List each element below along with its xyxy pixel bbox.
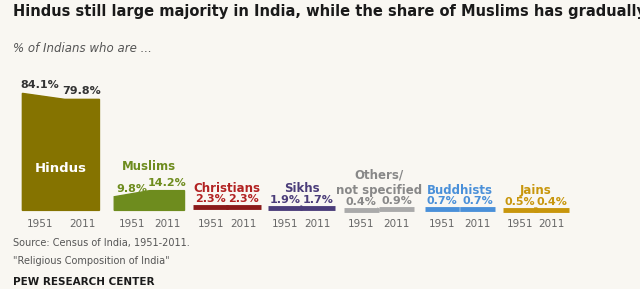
Text: 9.8%: 9.8% xyxy=(116,184,147,194)
Text: 2011: 2011 xyxy=(230,219,257,229)
Text: 2.3%: 2.3% xyxy=(228,194,259,204)
Text: Buddhists: Buddhists xyxy=(427,184,493,197)
Text: 0.4%: 0.4% xyxy=(346,197,377,207)
Text: 0.9%: 0.9% xyxy=(381,196,412,206)
Text: 1951: 1951 xyxy=(272,219,298,229)
Text: 0.4%: 0.4% xyxy=(536,197,567,207)
Text: 2.3%: 2.3% xyxy=(195,194,226,204)
Text: 1951: 1951 xyxy=(118,219,145,229)
Text: Others/
not specified: Others/ not specified xyxy=(336,168,422,197)
Text: 1951: 1951 xyxy=(197,219,224,229)
Text: 1.7%: 1.7% xyxy=(303,195,333,205)
Polygon shape xyxy=(22,93,99,210)
Text: 2011: 2011 xyxy=(154,219,180,229)
Text: 2011: 2011 xyxy=(465,219,491,229)
Polygon shape xyxy=(114,191,184,210)
Text: 2011: 2011 xyxy=(305,219,331,229)
Text: % of Indians who are ...: % of Indians who are ... xyxy=(13,42,152,55)
Text: Muslims: Muslims xyxy=(122,160,177,173)
Text: 2011: 2011 xyxy=(69,219,95,229)
Text: Hindus still large majority in India, while the share of Muslims has gradually g: Hindus still large majority in India, wh… xyxy=(13,4,640,19)
Text: 14.2%: 14.2% xyxy=(148,177,186,188)
Text: 0.7%: 0.7% xyxy=(462,196,493,206)
Text: 79.8%: 79.8% xyxy=(63,86,102,96)
Text: 1.9%: 1.9% xyxy=(269,194,301,205)
Text: 1951: 1951 xyxy=(26,219,53,229)
Text: 1951: 1951 xyxy=(507,219,533,229)
Text: Source: Census of India, 1951-2011.: Source: Census of India, 1951-2011. xyxy=(13,238,189,249)
Text: PEW RESEARCH CENTER: PEW RESEARCH CENTER xyxy=(13,277,154,288)
Text: 1951: 1951 xyxy=(429,219,455,229)
Text: Christians: Christians xyxy=(193,182,260,195)
Text: Sikhs: Sikhs xyxy=(284,182,319,195)
Text: Jains: Jains xyxy=(520,184,552,197)
Text: 84.1%: 84.1% xyxy=(20,80,59,90)
Text: 0.7%: 0.7% xyxy=(427,196,458,206)
Text: 1951: 1951 xyxy=(348,219,374,229)
Text: 2011: 2011 xyxy=(383,219,410,229)
Text: "Religious Composition of India": "Religious Composition of India" xyxy=(13,256,170,266)
Text: Hindus: Hindus xyxy=(35,162,87,175)
Text: 2011: 2011 xyxy=(538,219,564,229)
Text: 0.5%: 0.5% xyxy=(505,197,536,207)
